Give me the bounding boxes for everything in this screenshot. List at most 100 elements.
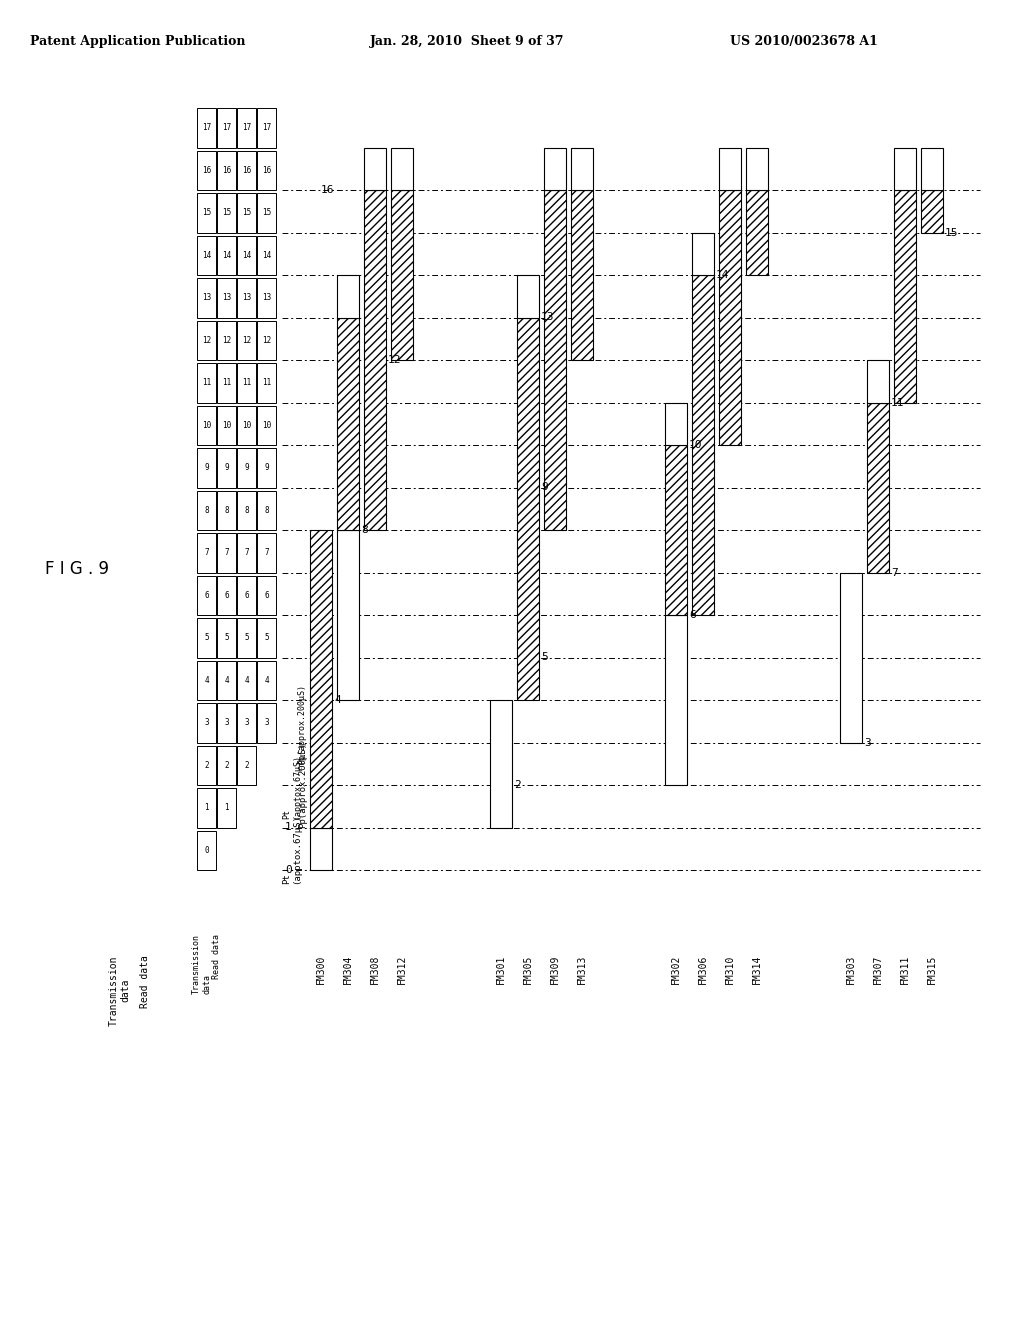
Bar [237,576,256,615]
Bar [217,746,236,785]
Text: 7: 7 [244,548,249,557]
Bar [217,279,236,318]
Bar [197,704,216,742]
Text: Read data: Read data [212,933,221,978]
Text: FM307: FM307 [873,954,883,985]
Text: 4: 4 [334,696,341,705]
Bar [894,148,916,190]
Bar [257,321,276,360]
Text: 10: 10 [689,440,702,450]
Text: 10: 10 [202,421,211,430]
Bar [517,318,539,700]
Text: 8: 8 [204,506,209,515]
Bar [197,830,216,870]
Text: FM312: FM312 [397,954,407,985]
Bar [237,236,256,275]
Text: 1: 1 [285,822,292,833]
Bar [217,449,236,487]
Text: 1: 1 [224,804,228,812]
Bar [237,491,256,531]
Text: 4: 4 [204,676,209,685]
Text: 9: 9 [264,463,269,473]
Text: FM308: FM308 [370,954,380,985]
Text: 9: 9 [224,463,228,473]
Bar [217,533,236,573]
Bar [197,746,216,785]
Text: 9: 9 [204,463,209,473]
Bar [197,533,216,573]
Text: 6: 6 [264,591,269,599]
Text: 9: 9 [541,483,548,492]
Bar [217,405,236,445]
Text: 12: 12 [262,335,271,345]
Bar [746,190,768,275]
Bar [257,236,276,275]
Text: 10: 10 [222,421,231,430]
Bar [197,661,216,700]
Bar [237,321,256,360]
Text: 5: 5 [541,652,548,663]
Text: 16: 16 [321,185,335,195]
Text: 10: 10 [262,421,271,430]
Text: FM314: FM314 [752,954,762,985]
Bar [257,150,276,190]
Text: 2: 2 [244,760,249,770]
Text: 13: 13 [202,293,211,302]
Bar [364,148,386,190]
Text: 3: 3 [224,718,228,727]
Bar [197,576,216,615]
Text: US 2010/0023678 A1: US 2010/0023678 A1 [730,36,878,48]
Bar [237,449,256,487]
Bar [257,449,276,487]
Bar [490,700,512,828]
Bar [237,704,256,742]
Bar [310,828,332,870]
Bar [257,363,276,403]
Text: 8: 8 [244,506,249,515]
Text: 3: 3 [864,738,870,747]
Bar [867,403,889,573]
Text: 7: 7 [204,548,209,557]
Bar [197,236,216,275]
Bar [237,150,256,190]
Bar [391,148,413,190]
Text: 5: 5 [204,634,209,643]
Text: 15: 15 [262,209,271,218]
Bar [217,236,236,275]
Text: 16: 16 [222,166,231,176]
Bar [217,704,236,742]
Text: 12: 12 [202,335,211,345]
Bar [692,275,714,615]
Bar [921,148,943,190]
Text: FM310: FM310 [725,954,735,985]
Bar [665,615,687,785]
Text: 15: 15 [945,227,958,238]
Bar [257,405,276,445]
Text: 7: 7 [224,548,228,557]
Text: 16: 16 [262,166,271,176]
Text: 2: 2 [204,760,209,770]
Text: 5: 5 [244,634,249,643]
Text: 6: 6 [244,591,249,599]
Text: 17: 17 [222,124,231,132]
Text: Read data: Read data [140,954,150,1008]
Text: 3: 3 [264,718,269,727]
Text: 1: 1 [204,804,209,812]
Text: 11: 11 [262,379,271,388]
Text: 0: 0 [204,846,209,855]
Text: Pt
(apptox.67μS): Pt (apptox.67μS) [282,754,301,818]
Text: FM304: FM304 [343,954,353,985]
Text: 6: 6 [204,591,209,599]
Text: 14: 14 [202,251,211,260]
Text: 4: 4 [244,676,249,685]
Text: FM315: FM315 [927,954,937,985]
Text: 12: 12 [388,355,401,366]
Bar [197,618,216,657]
Text: 15: 15 [222,209,231,218]
Text: 12: 12 [222,335,231,345]
Bar [217,150,236,190]
Text: 11: 11 [242,379,251,388]
Text: Pp(approx.200μS): Pp(approx.200μS) [297,684,306,764]
Text: 14: 14 [242,251,251,260]
Text: Pt
(apptox.67μS): Pt (apptox.67μS) [282,814,301,883]
